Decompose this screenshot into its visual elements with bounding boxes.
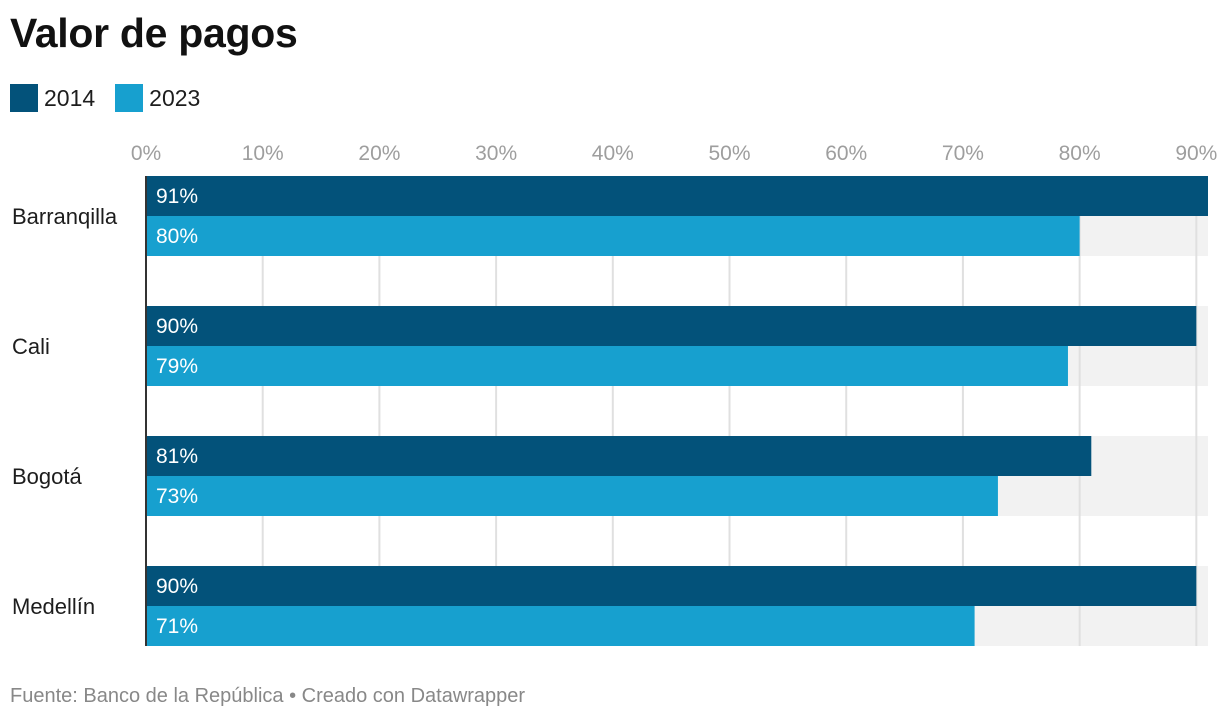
category-label: Bogotá — [12, 464, 82, 489]
source-footer: Fuente: Banco de la República • Creado c… — [10, 685, 526, 707]
bar-value-label: 91% — [156, 185, 198, 208]
bar — [146, 306, 1197, 346]
tick-label: 10% — [242, 142, 284, 165]
category-label: Medellín — [12, 594, 95, 619]
bar-value-label: 90% — [156, 315, 198, 338]
bar-value-label: 81% — [156, 445, 198, 468]
legend-label-2014: 2014 — [44, 84, 96, 111]
tick-label: 70% — [942, 142, 984, 165]
category-label: Cali — [12, 334, 50, 359]
legend-item-2014: 2014 — [10, 84, 95, 112]
tick-label: 40% — [592, 142, 634, 165]
bar — [146, 476, 998, 516]
bar — [146, 346, 1068, 386]
tick-label: 50% — [709, 142, 751, 165]
legend-item-2023: 2023 — [115, 84, 200, 112]
legend-swatch-2023 — [115, 84, 144, 112]
bar — [146, 566, 1197, 606]
tick-label: 90% — [1175, 142, 1217, 165]
bar-value-label: 71% — [156, 615, 198, 638]
tick-label: 30% — [475, 142, 517, 165]
bar-value-label: 80% — [156, 225, 198, 248]
bar — [146, 606, 975, 646]
bar — [146, 216, 1080, 256]
tick-label: 80% — [1059, 142, 1101, 165]
tick-label: 0% — [131, 142, 161, 165]
tick-label: 60% — [825, 142, 867, 165]
legend-label-2023: 2023 — [149, 84, 201, 111]
category-label: Barranqilla — [12, 204, 118, 229]
tick-label: 20% — [358, 142, 400, 165]
bar — [146, 436, 1092, 476]
legend-swatch-2014 — [10, 84, 38, 112]
bar — [146, 176, 1208, 216]
chart-title: Valor de pagos — [10, 10, 298, 56]
bar-value-label: 73% — [156, 485, 198, 508]
legend: 2014 2023 — [10, 84, 200, 112]
bar-value-label: 79% — [156, 355, 198, 378]
bar-value-label: 90% — [156, 575, 198, 598]
